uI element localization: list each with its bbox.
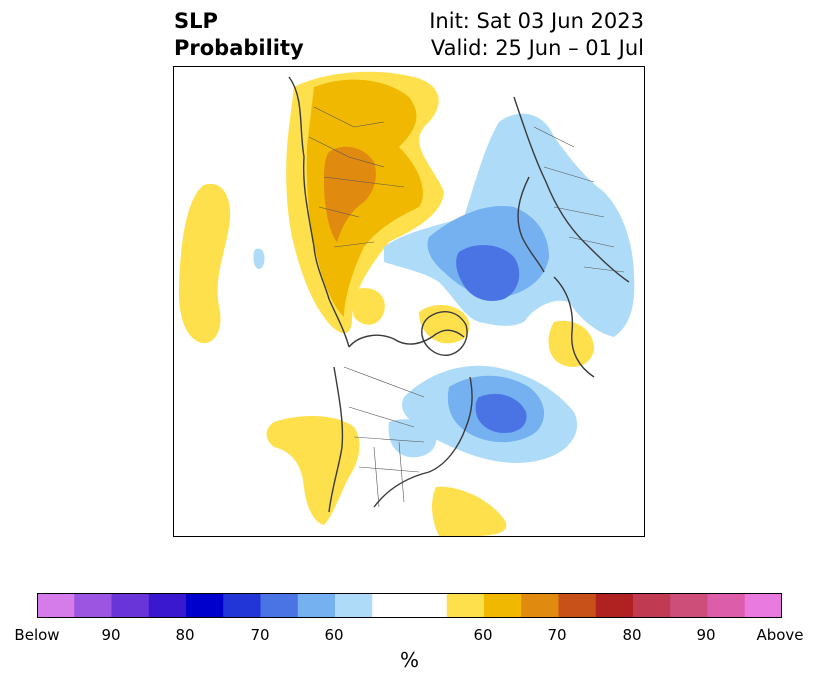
colorbar-above-segment-5 <box>633 593 671 618</box>
map-canvas <box>178 71 635 536</box>
siberia-peak-above-area <box>324 146 376 242</box>
atlantic-core-below-area <box>475 393 527 433</box>
scandinavia-coastline <box>517 176 545 273</box>
coastlines <box>288 76 630 513</box>
colorbar-above-segment-3 <box>558 593 597 618</box>
colorbar-below-segment-8 <box>335 593 373 618</box>
colorbar-tick-labels: Below 90 80 70 60 60 70 80 90 Above <box>0 626 819 646</box>
map-title: SLP Probability <box>174 8 304 62</box>
colorbar-below-segment-6 <box>260 593 299 618</box>
colorbar-above-segment-2 <box>521 593 559 618</box>
title-field: Probability <box>174 36 304 60</box>
tick-label-below: Below <box>14 626 60 644</box>
europe-above-area <box>548 320 594 367</box>
tick-label-above-80: 80 <box>622 626 642 644</box>
colorbar-above-segment-6 <box>670 593 708 618</box>
tick-label-above-70: 70 <box>547 626 567 644</box>
colorbar-unit: % <box>399 648 419 672</box>
north-america-coastline <box>328 366 473 513</box>
probability-map <box>173 66 645 537</box>
tick-label-below-90: 90 <box>101 626 121 644</box>
init-date: Init: Sat 03 Jun 2023 <box>429 9 644 33</box>
colorbar-below-segment-3 <box>148 593 187 618</box>
colorbar-neutral-segment <box>372 593 448 618</box>
hudson-below-area <box>388 419 437 458</box>
tick-label-above: Above <box>756 626 804 644</box>
colorbar-below-segment-2 <box>111 593 150 618</box>
greenland-coastline <box>421 311 468 356</box>
colorbar-segments <box>37 593 782 618</box>
europe-coastline <box>513 96 630 378</box>
north-america-borders <box>343 366 425 508</box>
title-variable: SLP <box>174 9 218 33</box>
tick-label-below-60: 60 <box>324 626 344 644</box>
colorbar-above-segment-7 <box>707 593 746 618</box>
colorbar-above-segment-8 <box>744 593 782 618</box>
tick-label-above-90: 90 <box>696 626 716 644</box>
colorbar-below-segment-0 <box>37 593 75 618</box>
colorbar-border <box>37 593 782 618</box>
pacific-above-area <box>178 183 231 344</box>
kamchatka-above-area <box>349 288 385 325</box>
colorbar-above-segment-4 <box>595 593 634 618</box>
atlantic-above-area <box>432 486 507 536</box>
colorbar-above-segment-0 <box>446 593 485 618</box>
tick-label-above-60: 60 <box>473 626 493 644</box>
arctic-core-below-area <box>456 245 520 302</box>
colorbar <box>37 593 782 618</box>
tick-label-below-80: 80 <box>175 626 195 644</box>
tick-label-below-70: 70 <box>250 626 270 644</box>
valid-range: Valid: 25 Jun – 01 Jul <box>430 36 644 60</box>
colorbar-above-segment-1 <box>484 593 522 618</box>
arctic-above-area <box>419 304 470 344</box>
asia-coastline <box>288 76 350 348</box>
colorbar-below-segment-1 <box>74 593 112 618</box>
pacific-below-spot <box>253 248 265 269</box>
europe-borders <box>533 126 625 273</box>
asia-borders <box>308 106 405 248</box>
alaska-coastline <box>348 329 465 348</box>
colorbar-below-segment-5 <box>223 593 261 618</box>
colorbar-below-segment-4 <box>186 593 224 618</box>
colorbar-below-segment-7 <box>297 593 336 618</box>
above-normal-areas <box>178 71 594 536</box>
borders <box>308 106 625 508</box>
map-dates: Init: Sat 03 Jun 2023 Valid: 25 Jun – 01… <box>429 8 644 62</box>
westcoast-above-area <box>266 415 360 525</box>
